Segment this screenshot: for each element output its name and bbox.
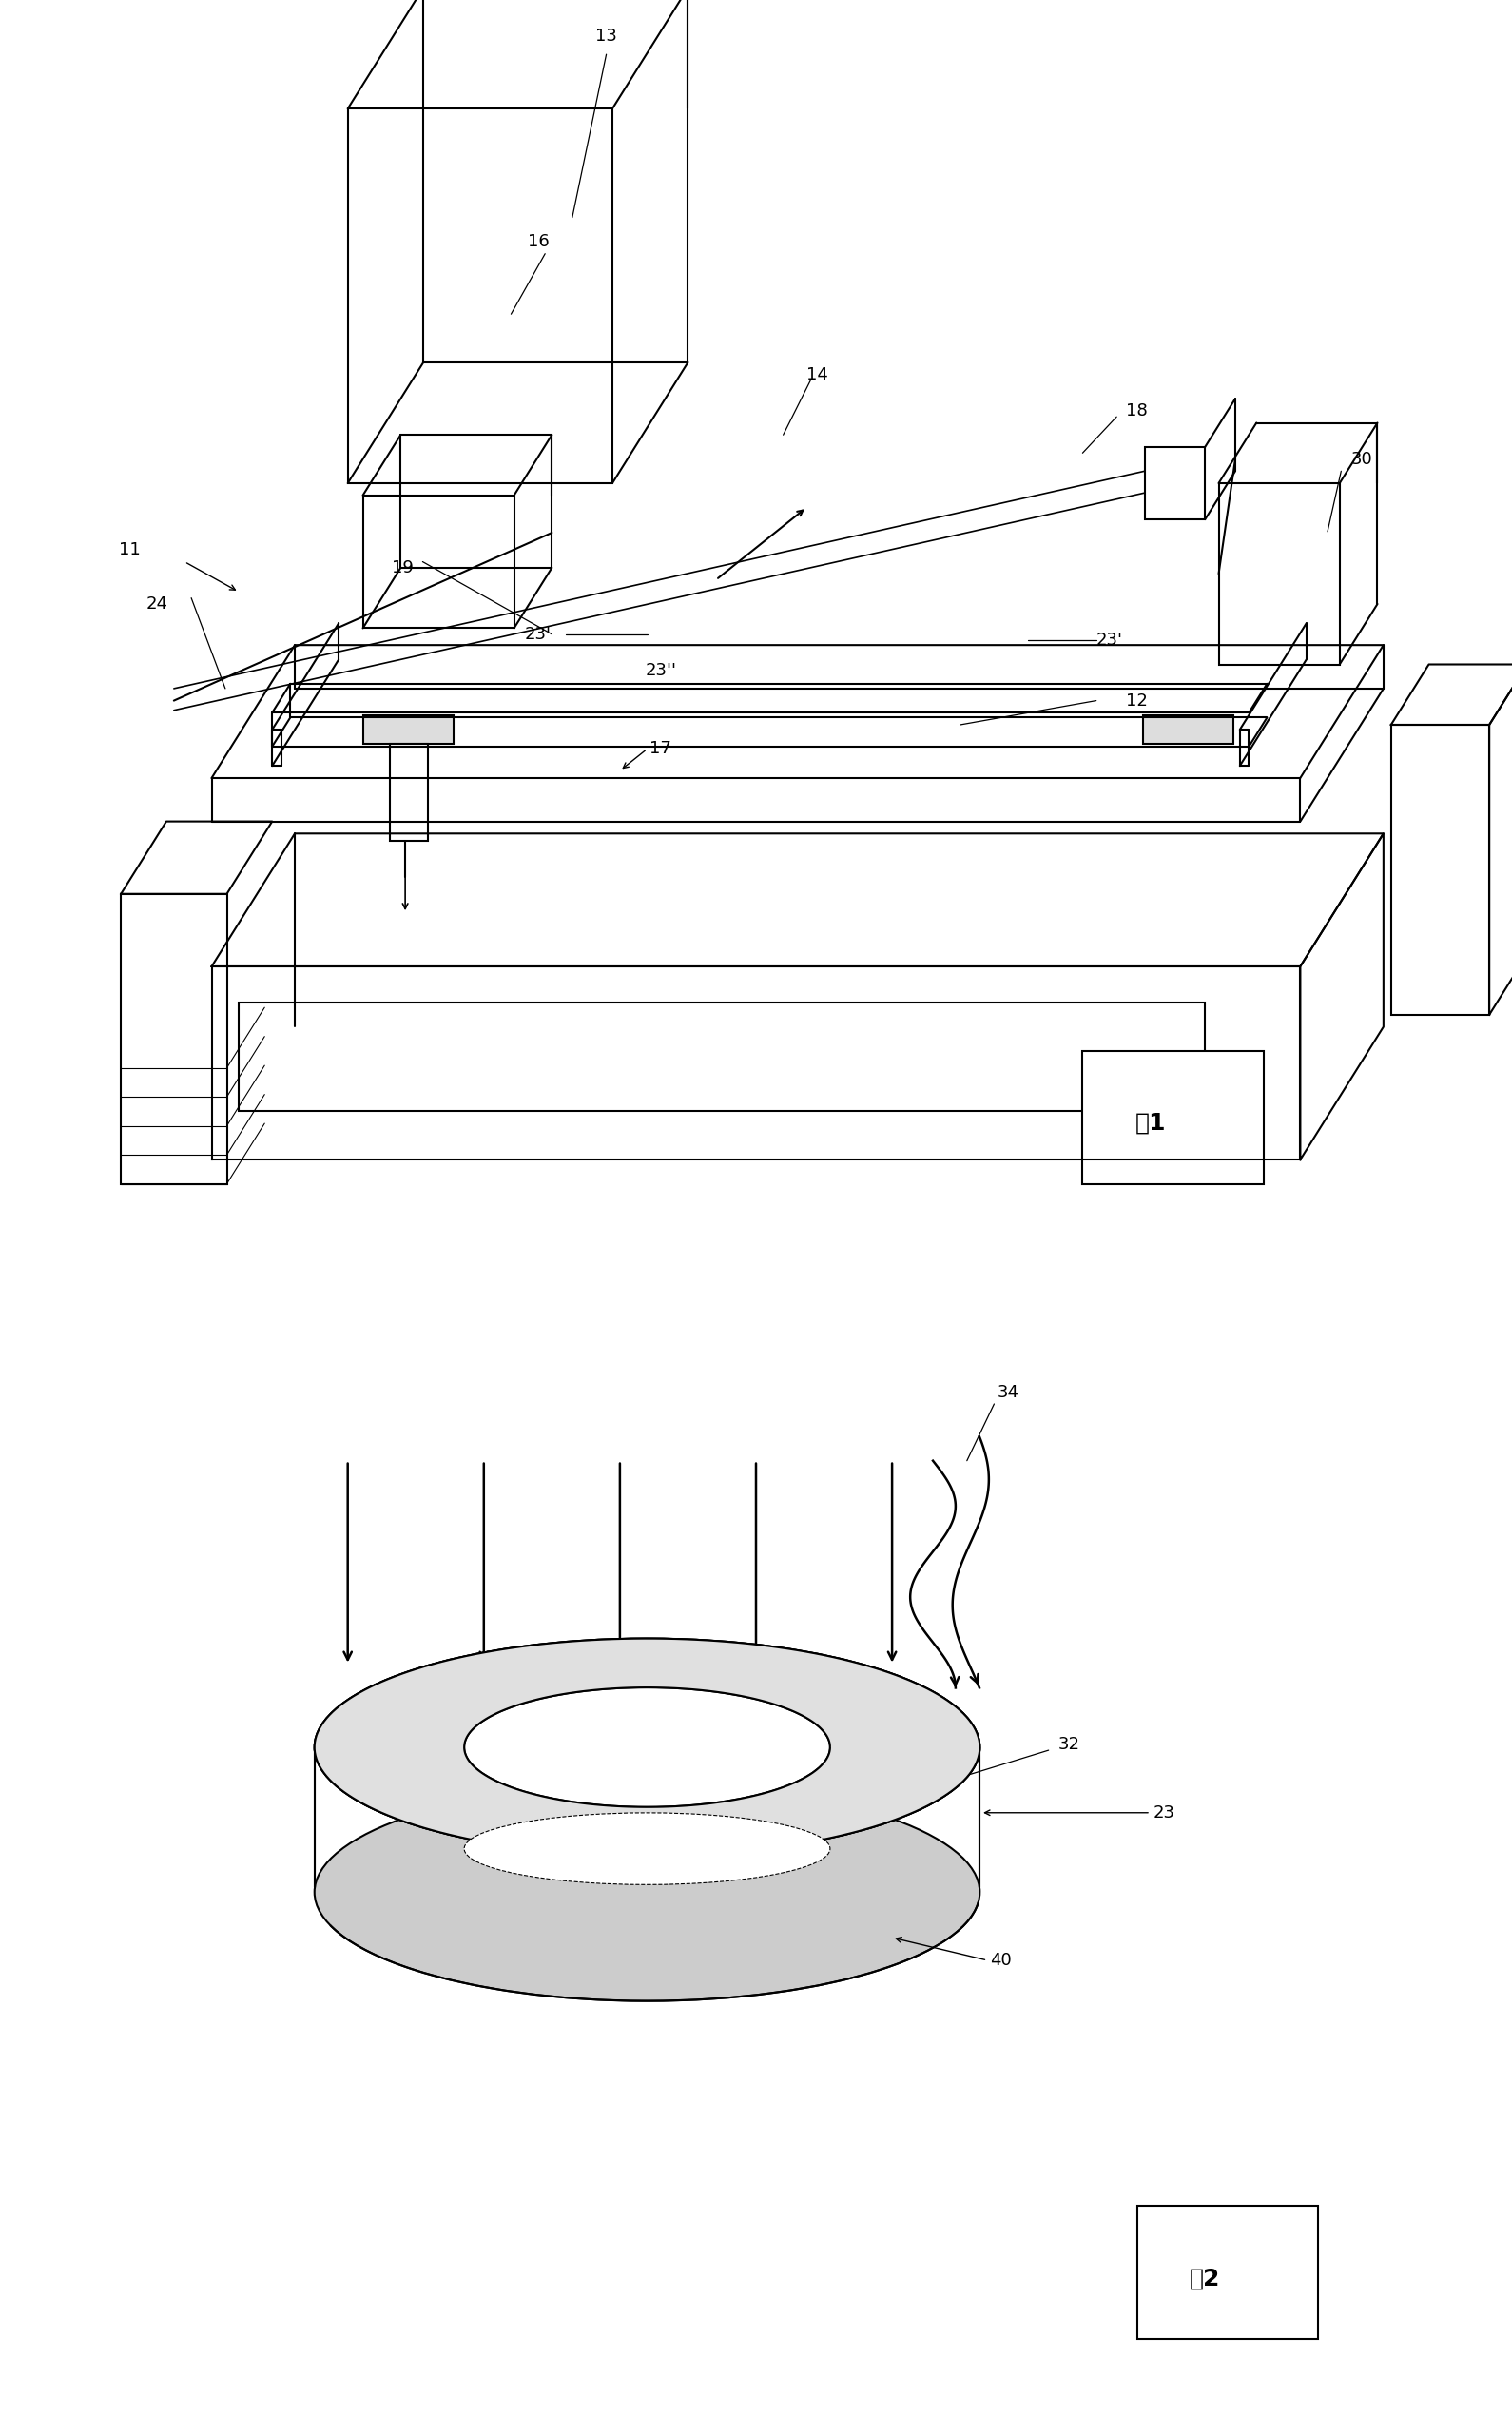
Text: 24: 24	[147, 594, 168, 614]
Ellipse shape	[314, 1638, 980, 1855]
Text: 17: 17	[650, 739, 671, 759]
Text: 23: 23	[1154, 1805, 1175, 1822]
Bar	[1143, 715, 1234, 744]
Bar	[1145, 447, 1205, 519]
Text: 23'': 23''	[646, 662, 676, 679]
Text: 18: 18	[1126, 401, 1148, 420]
Bar	[121, 894, 227, 1184]
Text: 40: 40	[990, 1952, 1012, 1969]
Text: 12: 12	[1126, 691, 1148, 710]
Text: 34: 34	[996, 1384, 1019, 1401]
Text: 14: 14	[806, 365, 829, 384]
Text: 32: 32	[1058, 1737, 1080, 1754]
Ellipse shape	[314, 1783, 980, 2000]
Bar	[1219, 483, 1340, 664]
Bar	[363, 495, 514, 628]
Ellipse shape	[464, 1812, 830, 1884]
Text: 19: 19	[392, 558, 413, 577]
Text: 图1: 图1	[1136, 1111, 1166, 1136]
Text: 13: 13	[596, 27, 617, 46]
Text: 11: 11	[119, 541, 141, 558]
Bar	[239, 1003, 1205, 1111]
Bar	[348, 109, 612, 483]
Text: 30: 30	[1350, 449, 1373, 469]
Bar	[1391, 725, 1489, 1015]
Text: 23': 23'	[1096, 631, 1123, 650]
Bar	[390, 744, 428, 841]
Bar	[1137, 2206, 1318, 2339]
PathPatch shape	[314, 1638, 980, 1855]
Text: 16: 16	[528, 232, 549, 251]
Ellipse shape	[464, 1686, 830, 1807]
Bar	[363, 715, 454, 744]
Text: 图2: 图2	[1190, 2266, 1220, 2290]
Bar	[1083, 1051, 1264, 1184]
Text: 23': 23'	[525, 626, 552, 643]
